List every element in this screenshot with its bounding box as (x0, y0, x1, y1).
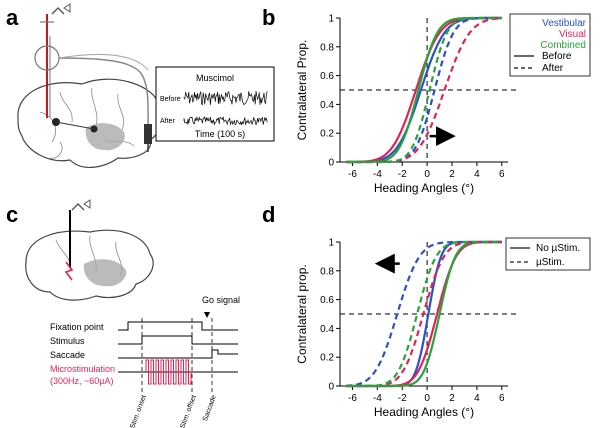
chart-b-legend-box (509, 13, 591, 77)
chart-d-legend-stim: µStim. (536, 257, 565, 268)
panel-label-a: a (6, 5, 19, 30)
timing-row-fixation: Fixation point (50, 322, 104, 332)
chart-b-ytick-label: 0.4 (320, 100, 334, 111)
chart-d-ytick-label: 0.4 (320, 324, 334, 335)
panel-label-d: d (262, 202, 275, 227)
chart-b-ytick-label: 1 (328, 14, 334, 25)
chart-d-curve-vestibular-dashed (346, 240, 502, 387)
inset-after-label: After (160, 118, 175, 125)
chart-d-ytick-label: 0.2 (320, 353, 334, 364)
chart-b-legend-vestibular: Vestibular (542, 18, 587, 29)
chart-b-xtick-label: 0 (424, 169, 430, 180)
chart-d: Contralateral prop. Heading Angles (°) 0… (295, 237, 591, 419)
chart-b-xtick-label: 6 (499, 169, 505, 180)
timing-row-microstim-params: (300Hz, ~60µA) (50, 376, 113, 386)
chart-b-ylabel: Contralateral Prop. (295, 40, 309, 141)
trace-after (183, 115, 268, 126)
marker-saccade: Saccade (202, 394, 218, 422)
chart-b: Contralateral Prop. Heading Angles (°) 0… (295, 13, 591, 195)
chart-b-ytick-label: 0.6 (320, 71, 334, 82)
inset-title: Muscimol (196, 73, 234, 83)
electrode-apparatus (34, 3, 152, 152)
chart-b-xtick-label: -4 (373, 169, 382, 180)
chart-b-legend-after: After (542, 63, 564, 74)
chart-b-legend: Vestibular Visual Combined Before After (509, 13, 591, 77)
timing-row-microstim: Microstimulation (50, 364, 115, 374)
chart-b-xlabel: Heading Angles (°) (374, 181, 474, 195)
chart-d-ytick-label: 0.8 (320, 266, 334, 277)
timing-row-saccade: Saccade (50, 350, 85, 360)
trace-before (183, 91, 268, 106)
go-signal-label: Go signal (202, 295, 240, 305)
trace-saccade (118, 349, 238, 359)
chart-d-xtick-label: 4 (474, 393, 480, 404)
marker-stim-onset: Stim. onset (129, 394, 148, 428)
chart-b-legend-visual: Visual (559, 29, 586, 40)
microstim-pulses (145, 359, 192, 385)
chart-b-xtick-label: 4 (474, 169, 480, 180)
inset-before-label: Before (160, 96, 181, 103)
chart-d-ylabel: Contralateral prop. (295, 264, 309, 363)
chart-b-xtick-label: 2 (449, 169, 455, 180)
marker-stim-offset: Stim. offset (179, 394, 198, 428)
chart-d-legend: No µStim. µStim. (505, 237, 591, 271)
muscimol-inset: Muscimol Before After Time (100 s) (155, 66, 275, 142)
chart-d-xtick-label: -6 (348, 393, 357, 404)
timing-row-stimulus: Stimulus (50, 336, 85, 346)
chart-b-xtick-label: -6 (348, 169, 357, 180)
go-signal-marker (204, 312, 210, 318)
chart-d-xlabel: Heading Angles (°) (374, 405, 474, 419)
chart-d-curve-combined-dashed (346, 240, 502, 388)
chart-d-xtick-label: 0 (424, 393, 430, 404)
timing-diagram: Fixation point Stimulus Saccade Microsti… (50, 295, 240, 428)
chart-b-ytick-label: 0.2 (320, 129, 334, 140)
brain-drawing-c (25, 199, 154, 301)
panel-label-c: c (6, 202, 18, 227)
chart-b-legend-before: Before (542, 51, 572, 62)
chart-b-ytick-label: 0.8 (320, 42, 334, 53)
chart-b-legend-combined: Combined (540, 40, 586, 51)
panel-label-b: b (262, 5, 275, 30)
chart-d-xtick-label: 2 (449, 393, 455, 404)
trace-stimulus (118, 335, 238, 345)
chart-d-legend-nostim: No µStim. (536, 243, 580, 254)
chart-d-xtick-label: -2 (398, 393, 407, 404)
inset-time-label: Time (100 s) (195, 129, 245, 139)
chart-b-curve-combined-dashed (346, 16, 502, 164)
chart-d-xtick-label: -4 (373, 393, 382, 404)
chart-b-xtick-label: -2 (398, 169, 407, 180)
chart-d-xtick-label: 6 (499, 393, 505, 404)
chart-d-legend-box (505, 237, 591, 271)
trace-fixation (118, 321, 238, 331)
chart-d-ytick-label: 1 (328, 238, 334, 249)
chart-d-ytick-label: 0 (328, 382, 334, 393)
chart-d-ytick-label: 0.6 (320, 295, 334, 306)
brain-drawing-a (17, 78, 165, 168)
chart-b-ytick-label: 0 (328, 158, 334, 169)
